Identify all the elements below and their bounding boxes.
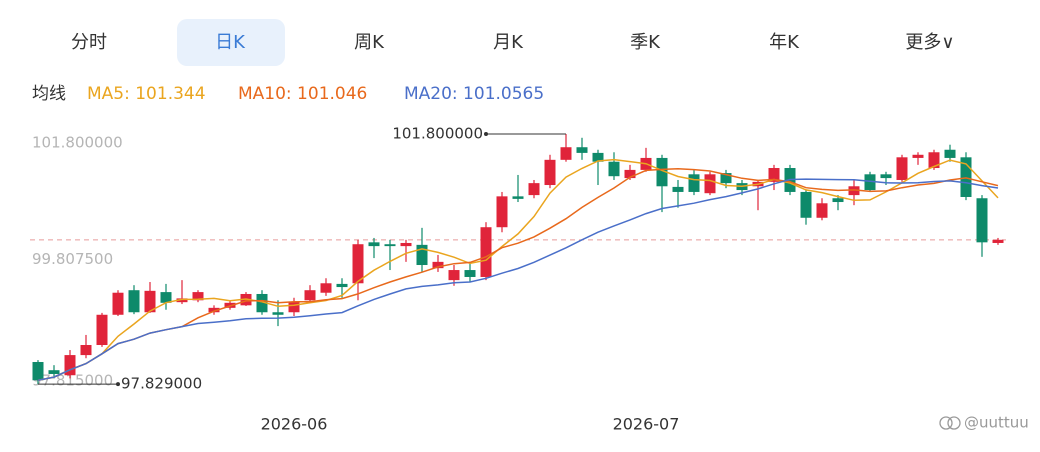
candle-body [688,174,700,192]
y-tick-label: 97.815000 [32,372,113,390]
candle-body [64,355,76,376]
candle-body [928,152,940,169]
low-label: 97.829000 [121,375,202,393]
candle-body [400,242,412,247]
moving-average-line [37,158,999,382]
candle-body [96,314,108,346]
candle-body [880,174,892,179]
legend-entry: MA20: 101.0565 [404,84,544,104]
tab[interactable]: 月K [493,32,524,53]
candle-body [656,157,668,187]
tab[interactable]: 年K [769,32,800,53]
candle-body [816,203,828,218]
candle-body [176,298,188,303]
candle-body [432,261,444,269]
candle-body [608,161,620,177]
candle-body [320,283,332,293]
candle-body [624,169,636,179]
candle-body [832,198,844,203]
candle-body [576,147,588,153]
candle-body [160,292,172,303]
candle-body [848,186,860,196]
candle-body [48,370,60,374]
candle-body [80,345,92,356]
candle-body [496,196,508,228]
candle-body [992,239,1004,243]
moving-average-line [37,167,999,382]
active-tab-bg [177,19,285,66]
candle-body [480,227,492,277]
candle-body [128,290,140,313]
candle-body [864,174,876,191]
legend-entry: MA5: 101.344 [87,84,206,104]
tab[interactable]: 周K [354,32,385,53]
tab[interactable]: 更多∨ [905,32,954,53]
candle-body [304,290,316,301]
candle-body [112,292,124,315]
x-tick-label: 2026-07 [613,415,680,434]
watermark-icon [939,416,961,430]
candle-body [368,242,380,247]
candle-body [800,191,812,218]
candle-body [544,159,556,186]
candle-body [208,307,220,313]
x-tick-label: 2026-06 [261,415,328,434]
legend-entry: MA10: 101.046 [238,84,367,104]
candle-body [272,312,284,315]
candle-body [560,147,572,160]
candle-body [704,174,716,194]
candle-body [416,244,428,266]
watermark: @uuttuu [964,414,1029,432]
candle-body [256,293,268,313]
candle-body [592,152,604,162]
candle-body [912,154,924,158]
moving-average-line [37,178,999,382]
tab[interactable]: 季K [630,32,661,53]
candle-body [384,244,396,247]
candle-body [32,362,44,381]
candle-body [192,292,204,301]
candle-body [336,283,348,288]
candle-body [720,173,732,184]
tab[interactable]: 日K [215,32,246,53]
y-tick-label: 101.800000 [32,134,123,152]
candle-body [768,168,780,182]
candle-body [448,270,460,281]
candle-body [352,244,364,284]
high-pointer-dot [484,132,488,136]
candle-body [512,196,524,199]
low-pointer-dot [116,382,120,387]
candle-body [528,183,540,196]
y-tick-label: 99.807500 [32,250,113,268]
legend-title: 均线 [32,84,66,104]
candle-body [464,270,476,277]
tab[interactable]: 分时 [71,32,107,53]
candle-body [944,149,956,158]
high-label: 101.800000 [392,125,483,143]
candle-body [976,198,988,243]
candle-body [288,302,300,313]
candle-body [144,290,156,313]
candle-body [896,157,908,180]
candle-body [672,186,684,192]
